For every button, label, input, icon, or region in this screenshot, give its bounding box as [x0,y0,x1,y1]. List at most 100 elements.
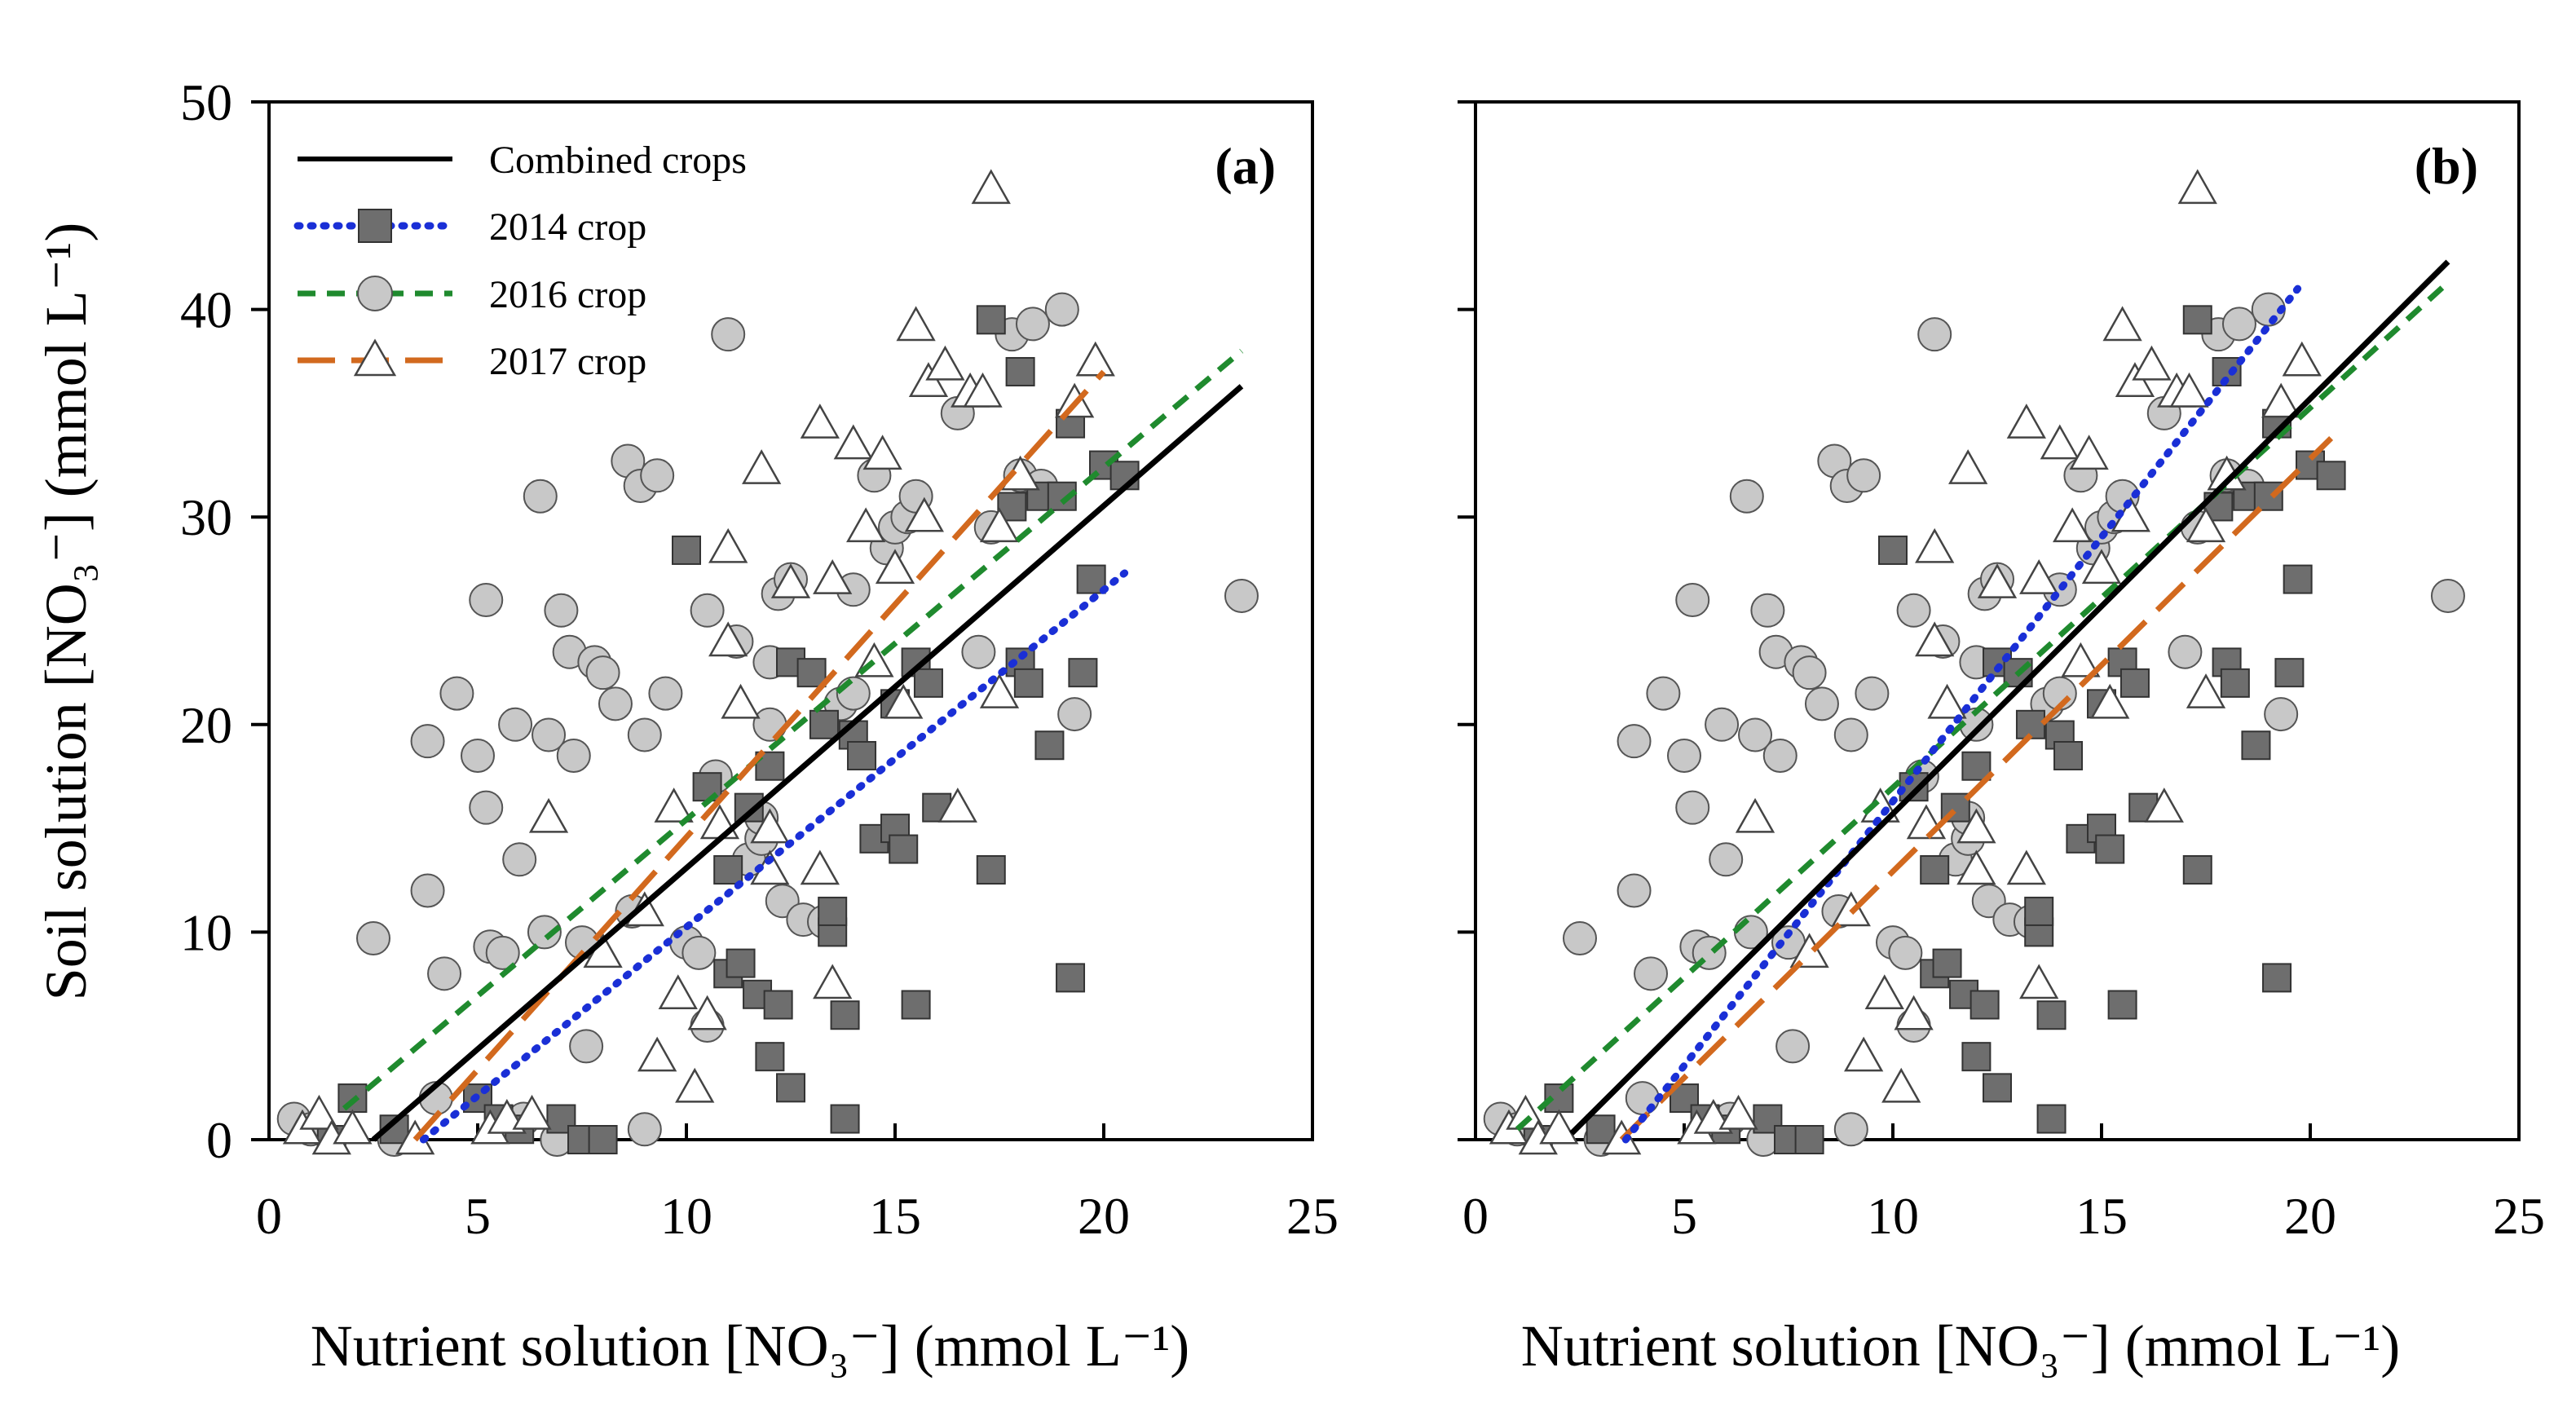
point-2017 [896,306,936,342]
legend-label-2014: 2014 crop [489,205,646,249]
legend-label-combined: Combined crops [489,139,747,182]
point-2016 [410,873,445,908]
point-2016 [627,1112,662,1147]
point-2017 [1956,849,1996,885]
point-2016 [961,634,996,669]
point-2016 [1709,842,1744,877]
panel-b-y-ticks [1458,100,1475,1141]
legend-item-combined: Combined crops [298,139,747,182]
point-2017 [1956,808,1996,844]
point-2017 [1881,1067,1921,1103]
point-2014 [1932,948,1962,978]
point-2017 [2040,424,2080,460]
point-2017 [2006,849,2046,885]
point-2014 [818,896,848,926]
point-2017 [1927,683,1967,719]
point-2016 [1705,707,1740,742]
fit-line-combined [1569,259,2450,1136]
y-tick-label: 40 [180,281,232,339]
point-2014 [976,855,1006,885]
point-2017 [1075,341,1115,377]
point-2014 [976,305,1006,335]
point-2014 [1005,356,1035,386]
point-2014 [2262,963,2292,993]
y-tick-label: 50 [180,73,232,131]
point-2014 [889,834,919,864]
point-2014 [1794,1125,1824,1154]
point-2016 [1617,873,1652,908]
y-tick-label: 10 [180,903,232,961]
point-2014 [913,668,943,698]
x-tick-label: 25 [2493,1187,2545,1245]
x-tick-label: 15 [869,1187,921,1245]
legend-label-2017: 2017 crop [489,340,646,383]
point-2017 [979,673,1020,708]
point-2016 [2168,634,2203,669]
point-2014 [901,990,931,1020]
point-2017 [846,507,886,543]
panel-a-label: (a) [1215,137,1276,195]
point-2017 [884,683,924,719]
x-tick-label: 5 [1671,1187,1697,1245]
point-2014 [2119,668,2150,698]
point-2017 [675,1067,715,1103]
point-2016 [485,935,520,970]
point-2016 [1634,956,1669,991]
point-2016 [532,717,567,752]
point-2014 [796,658,827,688]
panel-b-points [1483,169,2465,1157]
point-2017 [333,1109,373,1145]
point-2016 [1855,676,1890,711]
point-2014 [847,740,877,770]
point-2017 [937,788,977,823]
panel-b-label: (b) [2415,137,2478,195]
point-2014 [922,792,952,823]
point-2017 [721,683,761,719]
point-2014 [776,1073,805,1103]
point-2014 [2241,730,2271,761]
panel-a-fit-lines [342,348,1244,1144]
point-2016 [410,724,445,759]
point-2016 [1675,583,1710,618]
point-2017 [708,527,748,563]
point-2017 [1948,449,1988,484]
point-2017 [2081,549,2122,585]
point-2014 [1961,1042,1992,1072]
legend-label-2016: 2016 crop [489,273,646,316]
point-2016 [1729,479,1764,514]
point-2014 [1013,668,1043,698]
fit-line-2017 [412,369,1106,1142]
point-2017 [1915,527,1955,563]
point-2017 [2186,673,2226,708]
point-2014 [2107,990,2137,1020]
legend-marker-2016 [357,276,393,311]
point-2017 [963,372,1003,408]
point-2017 [1894,995,1934,1030]
point-2017 [925,345,965,381]
point-2016 [527,915,562,950]
point-2016 [1738,717,1773,752]
point-2017 [800,404,840,439]
point-2017 [1539,1109,1579,1145]
y-tick-label: 0 [206,1111,232,1169]
point-2017 [2282,341,2322,377]
x-tick-label: 25 [1286,1187,1339,1245]
point-2016 [1888,935,1923,970]
point-2017 [2019,964,2059,999]
point-2017 [2102,306,2142,342]
point-2014 [1969,990,2000,1020]
point-2016 [1563,921,1597,956]
point-2014 [713,855,743,885]
point-2017 [2019,559,2059,594]
point-2017 [687,995,727,1030]
point-2014 [1920,855,1950,885]
point-2017 [813,964,853,999]
panel-b-frame [1474,100,2521,1141]
point-2016 [585,655,620,690]
x-tick-label: 0 [256,1187,282,1245]
point-2017 [1915,621,1955,657]
point-2017 [2261,382,2301,418]
point-2016 [498,707,533,742]
point-2014 [2220,668,2250,698]
